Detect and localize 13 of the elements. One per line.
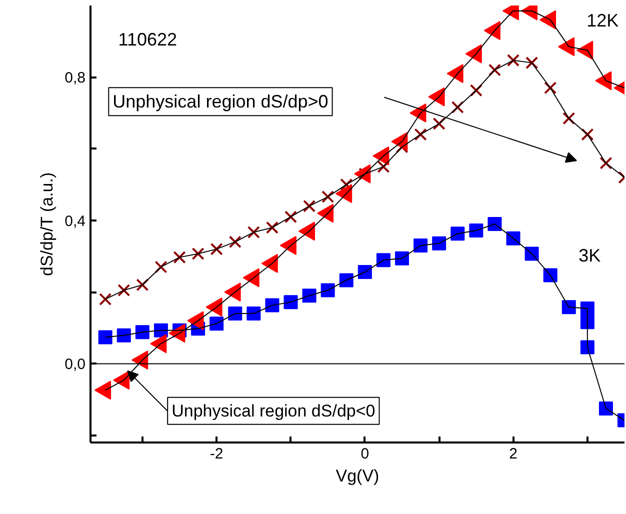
y-tick-label: 0,0 <box>64 356 86 374</box>
x-tick-label: 0 <box>360 446 370 462</box>
x-axis-title: Vg(V) <box>336 466 380 486</box>
annotation: 110622 <box>118 30 177 50</box>
x-tick-label: 2 <box>509 446 518 462</box>
annotation: Unphysical region dS/dp<0 <box>172 401 376 420</box>
annotation: Unphysical region dS/dp>0 <box>112 92 328 112</box>
y-axis-title: dS/dp/T (a.u.) <box>38 172 57 276</box>
annotation: 3K <box>578 246 601 266</box>
annotation: 12K <box>586 10 619 30</box>
y-tick-label: 0,4 <box>64 212 86 230</box>
x-tick-label: -2 <box>210 446 224 462</box>
y-tick-label: 0,8 <box>64 70 86 87</box>
